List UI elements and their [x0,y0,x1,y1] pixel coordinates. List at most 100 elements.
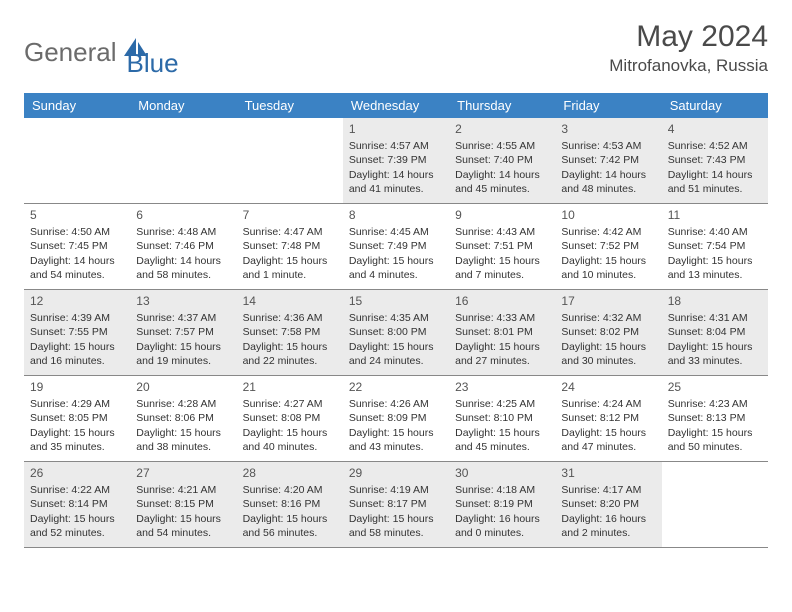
sunset-text: Sunset: 7:52 PM [561,239,655,253]
daylight-text: Daylight: 14 hours and 41 minutes. [349,168,443,196]
day-number: 13 [136,293,230,309]
sunrise-text: Sunrise: 4:48 AM [136,225,230,239]
sunrise-text: Sunrise: 4:40 AM [668,225,762,239]
calendar-cell [130,118,236,203]
sunset-text: Sunset: 7:43 PM [668,153,762,167]
daylight-text: Daylight: 15 hours and 4 minutes. [349,254,443,282]
daylight-text: Daylight: 15 hours and 38 minutes. [136,426,230,454]
sunset-text: Sunset: 7:40 PM [455,153,549,167]
brand-part2: Blue [127,48,179,79]
calendar-cell: 7Sunrise: 4:47 AMSunset: 7:48 PMDaylight… [237,204,343,289]
calendar-week: 1 Sunrise: 4:57 AMSunset: 7:39 PMDaylight… [24,118,768,204]
sunrise-text: Sunrise: 4:17 AM [561,483,655,497]
daylight-text: Daylight: 15 hours and 47 minutes. [561,426,655,454]
sunset-text: Sunset: 7:45 PM [30,239,124,253]
dayname-friday: Friday [555,93,661,118]
daylight-text: Daylight: 15 hours and 40 minutes. [243,426,337,454]
day-number: 10 [561,207,655,223]
month-title: May 2024 [609,20,768,54]
daylight-text: Daylight: 15 hours and 45 minutes. [455,426,549,454]
day-number: 12 [30,293,124,309]
sunrise-text: Sunrise: 4:42 AM [561,225,655,239]
sunset-text: Sunset: 8:06 PM [136,411,230,425]
sunset-text: Sunset: 8:20 PM [561,497,655,511]
sunrise-text: Sunrise: 4:57 AM [349,139,443,153]
sunset-text: Sunset: 7:46 PM [136,239,230,253]
calendar-cell: 14Sunrise: 4:36 AMSunset: 7:58 PMDayligh… [237,290,343,375]
calendar-cell: 22Sunrise: 4:26 AMSunset: 8:09 PMDayligh… [343,376,449,461]
sunrise-text: Sunrise: 4:19 AM [349,483,443,497]
sunrise-text: Sunrise: 4:53 AM [561,139,655,153]
sunrise-text: Sunrise: 4:23 AM [668,397,762,411]
calendar-cell: 29Sunrise: 4:19 AMSunset: 8:17 PMDayligh… [343,462,449,547]
day-number: 3 [561,121,655,137]
sunrise-text: Sunrise: 4:36 AM [243,311,337,325]
calendar-cell: 2Sunrise: 4:55 AMSunset: 7:40 PMDaylight… [449,118,555,203]
calendar-cell [662,462,768,547]
location-label: Mitrofanovka, Russia [609,56,768,76]
calendar-cell: 26Sunrise: 4:22 AMSunset: 8:14 PMDayligh… [24,462,130,547]
day-number: 8 [349,207,443,223]
dayname-saturday: Saturday [662,93,768,118]
sunset-text: Sunset: 7:39 PM [349,153,443,167]
day-number: 25 [668,379,762,395]
daylight-text: Daylight: 15 hours and 50 minutes. [668,426,762,454]
sunset-text: Sunset: 8:08 PM [243,411,337,425]
day-number: 7 [243,207,337,223]
daylight-text: Daylight: 15 hours and 30 minutes. [561,340,655,368]
day-number: 24 [561,379,655,395]
daylight-text: Daylight: 15 hours and 13 minutes. [668,254,762,282]
calendar-cell: 24Sunrise: 4:24 AMSunset: 8:12 PMDayligh… [555,376,661,461]
daylight-text: Daylight: 16 hours and 2 minutes. [561,512,655,540]
sunrise-text: Sunrise: 4:21 AM [136,483,230,497]
sunrise-text: Sunrise: 4:28 AM [136,397,230,411]
day-number: 17 [561,293,655,309]
calendar-cell: 11Sunrise: 4:40 AMSunset: 7:54 PMDayligh… [662,204,768,289]
sunset-text: Sunset: 8:13 PM [668,411,762,425]
daylight-text: Daylight: 15 hours and 58 minutes. [349,512,443,540]
dayname-thursday: Thursday [449,93,555,118]
calendar-cell [24,118,130,203]
daylight-text: Daylight: 15 hours and 56 minutes. [243,512,337,540]
calendar-cell: 13Sunrise: 4:37 AMSunset: 7:57 PMDayligh… [130,290,236,375]
calendar-week: 12Sunrise: 4:39 AMSunset: 7:55 PMDayligh… [24,290,768,376]
day-number: 27 [136,465,230,481]
day-number: 1 [349,121,443,137]
calendar-cell: 28Sunrise: 4:20 AMSunset: 8:16 PMDayligh… [237,462,343,547]
calendar-cell: 15Sunrise: 4:35 AMSunset: 8:00 PMDayligh… [343,290,449,375]
daylight-text: Daylight: 15 hours and 1 minute. [243,254,337,282]
sunset-text: Sunset: 7:49 PM [349,239,443,253]
day-number: 30 [455,465,549,481]
sunset-text: Sunset: 8:17 PM [349,497,443,511]
day-number: 31 [561,465,655,481]
sunset-text: Sunset: 8:15 PM [136,497,230,511]
calendar-cell: 21Sunrise: 4:27 AMSunset: 8:08 PMDayligh… [237,376,343,461]
daylight-text: Daylight: 16 hours and 0 minutes. [455,512,549,540]
sunrise-text: Sunrise: 4:39 AM [30,311,124,325]
day-number: 9 [455,207,549,223]
sunrise-text: Sunrise: 4:55 AM [455,139,549,153]
day-number: 21 [243,379,337,395]
sunrise-text: Sunrise: 4:37 AM [136,311,230,325]
sunset-text: Sunset: 7:42 PM [561,153,655,167]
daylight-text: Daylight: 15 hours and 54 minutes. [136,512,230,540]
day-number: 28 [243,465,337,481]
daylight-text: Daylight: 15 hours and 7 minutes. [455,254,549,282]
sunrise-text: Sunrise: 4:31 AM [668,311,762,325]
day-number: 2 [455,121,549,137]
daylight-text: Daylight: 15 hours and 10 minutes. [561,254,655,282]
day-number: 11 [668,207,762,223]
sunset-text: Sunset: 8:19 PM [455,497,549,511]
sunrise-text: Sunrise: 4:47 AM [243,225,337,239]
day-number: 20 [136,379,230,395]
sunrise-text: Sunrise: 4:35 AM [349,311,443,325]
daylight-text: Daylight: 15 hours and 27 minutes. [455,340,549,368]
calendar-cell: 1 Sunrise: 4:57 AMSunset: 7:39 PMDaylight… [343,118,449,203]
calendar-cell: 17Sunrise: 4:32 AMSunset: 8:02 PMDayligh… [555,290,661,375]
calendar-cell: 27 Sunrise: 4:21 AMSunset: 8:15 PMDayligh… [130,462,236,547]
sunrise-text: Sunrise: 4:18 AM [455,483,549,497]
calendar-cell [237,118,343,203]
day-number: 22 [349,379,443,395]
brand-logo: General Blue [24,26,179,79]
calendar-body: 1Sunrise: 4:57 AMSunset: 7:39 PMDaylight… [24,118,768,548]
